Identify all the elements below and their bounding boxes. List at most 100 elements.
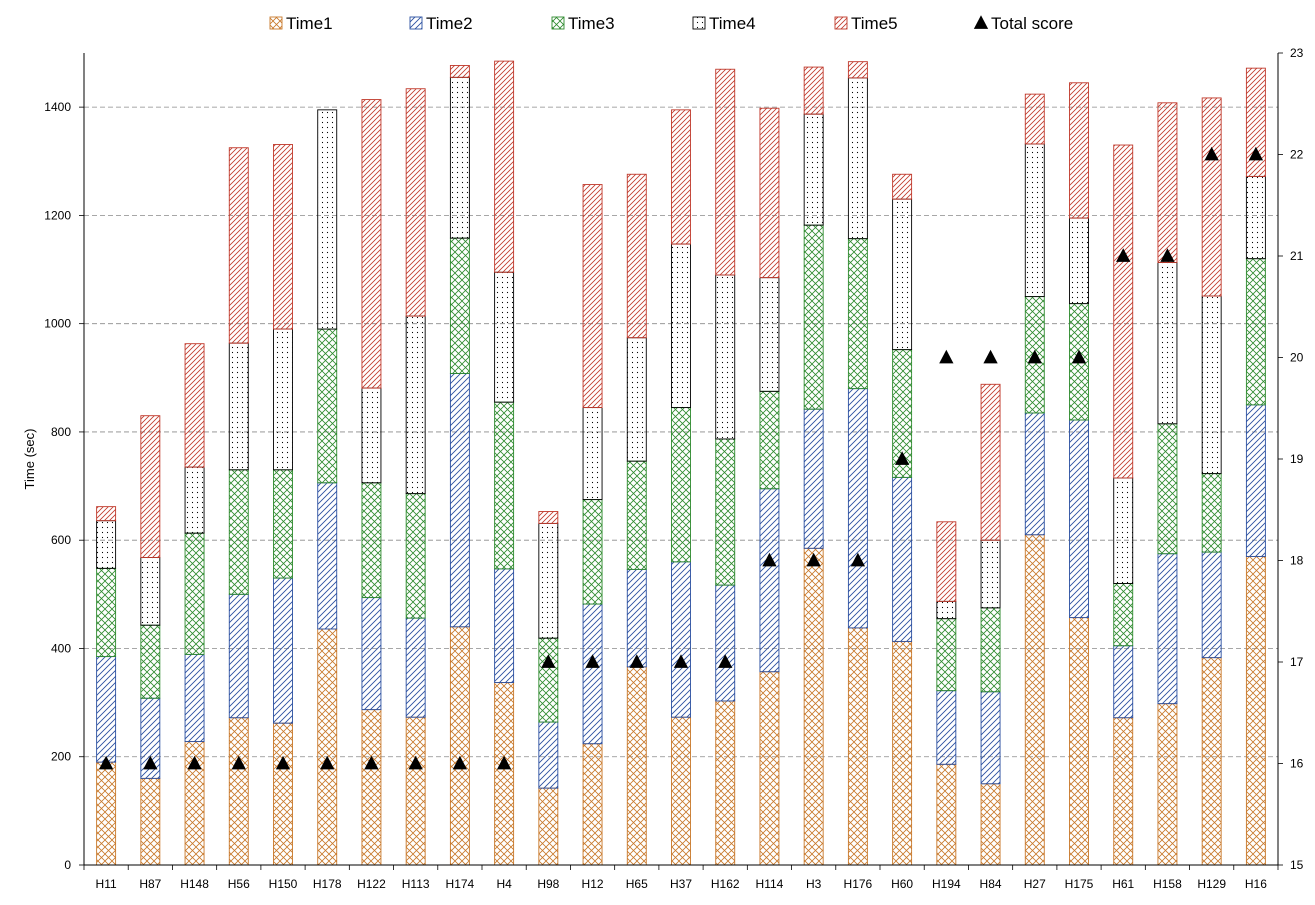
- score-marker-h175: [1071, 349, 1087, 364]
- score-marker-h16: [1248, 146, 1264, 161]
- score-marker-h98: [541, 654, 556, 668]
- bar-segment-time2-h113: [405, 617, 426, 718]
- legend-swatch-time2: [409, 16, 423, 30]
- score-markers: [98, 146, 1264, 770]
- y2-tick-label: 21: [1290, 249, 1304, 263]
- score-marker-h122: [364, 755, 379, 770]
- bar-segment-time2-h61: [1113, 645, 1134, 719]
- y-tick-label: 1400: [44, 100, 71, 114]
- x-tick-label: H87: [139, 877, 161, 891]
- bar-segment-time2-h178: [317, 482, 338, 630]
- bar-segment-time5-h114: [759, 107, 780, 279]
- bar-segment-time5-h12: [582, 184, 603, 409]
- y2-tick-label: 22: [1290, 148, 1304, 162]
- bar-segment-time2-h4: [494, 568, 515, 684]
- bar-segment-time1-h178: [317, 628, 338, 866]
- bar-segment-time5-h60: [892, 173, 913, 200]
- bar-segment-time4-h129: [1201, 295, 1222, 475]
- x-tick-label: H113: [402, 877, 430, 891]
- bar-segment-time3-h176: [847, 238, 868, 390]
- bar-segment-time5-h194: [936, 521, 957, 602]
- bar-segment-time1-h11: [96, 761, 117, 866]
- bar-segment-time1-h84: [980, 783, 1001, 866]
- bar-segment-time1-h174: [449, 626, 470, 866]
- bar-segment-time5-h148: [184, 343, 205, 468]
- score-marker-h113: [408, 755, 423, 770]
- legend-swatch-time5: [834, 16, 848, 30]
- x-tick-label: H175: [1065, 877, 1094, 891]
- bar-segment-time4-h158: [1157, 262, 1178, 425]
- bar-segment-time4-h122: [361, 387, 382, 484]
- x-tick-label: H12: [582, 877, 604, 891]
- bar-segment-time3-h148: [184, 532, 205, 655]
- bar-segment-time5-h158: [1157, 102, 1178, 263]
- x-tick-label: H158: [1153, 877, 1182, 891]
- bar-segment-time2-h84: [980, 691, 1001, 785]
- bar-segment-time3-h84: [980, 607, 1001, 693]
- score-marker-h87: [143, 755, 158, 770]
- bar-segment-time2-h65: [626, 568, 647, 668]
- score-marker-h4: [496, 755, 512, 770]
- bar-segment-time3-h61: [1113, 583, 1134, 647]
- bar-segment-time3-h129: [1201, 473, 1222, 553]
- bar-segment-time1-h122: [361, 709, 382, 866]
- bar-segment-time4-h98: [538, 522, 559, 639]
- x-tick-label: H60: [891, 877, 913, 891]
- bar-segment-time3-h150: [273, 469, 293, 579]
- bars: [96, 60, 1266, 866]
- bar-segment-time2-h175: [1069, 419, 1089, 619]
- bar-segment-time2-h150: [273, 577, 293, 724]
- bar-segment-time5-h174: [449, 65, 470, 78]
- bar-segment-time4-h3: [803, 113, 824, 226]
- score-marker-h61: [1116, 248, 1131, 262]
- bar-segment-time2-h158: [1157, 553, 1178, 705]
- bar-segment-time4-h174: [449, 76, 470, 239]
- bar-segment-time4-h65: [626, 337, 647, 462]
- bar-segment-time1-h113: [405, 716, 426, 866]
- x-tick-label: H56: [228, 877, 250, 891]
- bar-segment-time5-h150: [273, 144, 293, 330]
- bar-segment-time4-h178: [317, 109, 338, 330]
- y2-tick-label: 15: [1290, 858, 1304, 872]
- score-marker-h114: [762, 552, 777, 567]
- bar-segment-time5-h61: [1113, 144, 1134, 479]
- y2-tick-label: 20: [1290, 351, 1304, 365]
- bar-segment-time1-h16: [1245, 555, 1266, 866]
- y-tick-label: 600: [51, 533, 71, 547]
- bar-segment-time2-h114: [759, 488, 780, 673]
- bar-segment-time4-h113: [405, 315, 426, 495]
- bar-segment-time4-h84: [980, 539, 1001, 609]
- bar-segment-time4-h27: [1024, 143, 1045, 298]
- bar-segment-time2-h12: [582, 603, 603, 745]
- y-tick-label: 800: [51, 425, 71, 439]
- bar-segment-time1-h61: [1113, 717, 1134, 866]
- x-tick-label: H122: [357, 877, 386, 891]
- bar-segment-time3-h12: [582, 499, 603, 605]
- bar-segment-time4-h37: [671, 243, 691, 409]
- bar-segment-time1-h37: [671, 716, 691, 866]
- x-tick-label: H114: [756, 877, 784, 891]
- bar-segment-time5-h4: [494, 60, 515, 273]
- bar-segment-time3-h194: [936, 618, 957, 692]
- bar-segment-time1-h98: [538, 787, 559, 866]
- y-tick-label: 200: [51, 750, 71, 764]
- bar-segment-time3-h158: [1157, 423, 1178, 555]
- bar-segment-time2-h194: [936, 690, 957, 765]
- score-marker-h27: [1027, 349, 1042, 364]
- x-tick-label: H98: [537, 877, 559, 891]
- legend: Time1 Time2 Time3 Time4 Time5 Total score: [269, 14, 1073, 33]
- score-marker-h56: [231, 755, 246, 770]
- bar-segment-time1-h65: [626, 666, 647, 866]
- legend-label: Time1: [286, 14, 333, 33]
- bar-segment-time2-h176: [847, 388, 868, 629]
- score-marker-h150: [275, 755, 291, 770]
- bar-segment-time3-h174: [449, 237, 470, 374]
- x-tick-label: H129: [1197, 877, 1226, 891]
- y2-tick-label: 18: [1290, 554, 1304, 568]
- score-marker-h178: [320, 755, 335, 770]
- bar-segment-time4-h114: [759, 277, 780, 392]
- bar-segment-time5-h162: [715, 68, 736, 276]
- bar-segment-time4-h148: [184, 466, 205, 534]
- legend-swatch-time4: [692, 16, 706, 30]
